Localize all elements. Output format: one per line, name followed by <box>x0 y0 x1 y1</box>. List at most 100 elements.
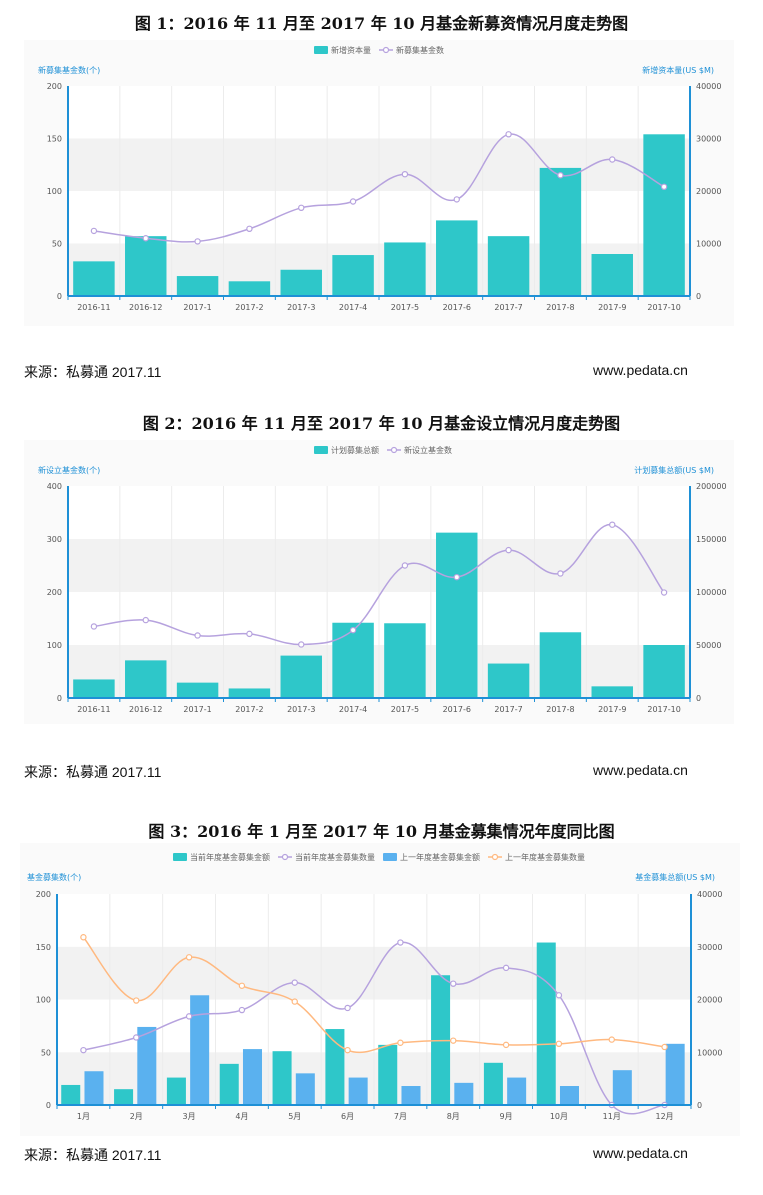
data-point-marker <box>555 992 563 999</box>
left-axis-title: 新设立基金数(个) <box>38 465 100 475</box>
data-point-marker <box>555 1040 563 1048</box>
x-tick-label: 2017-8 <box>546 705 574 714</box>
right-tick-label: 20000 <box>697 996 722 1005</box>
x-tick-label: 2017-7 <box>494 303 522 312</box>
bar <box>242 1049 262 1105</box>
x-tick-label: 2017-9 <box>598 705 626 714</box>
legend-label: 新募集基金数 <box>396 45 444 55</box>
data-point-marker <box>185 1013 193 1020</box>
x-tick-label: 1月 <box>77 1112 90 1121</box>
bar <box>401 1086 421 1105</box>
bar <box>487 236 530 296</box>
data-point-marker <box>246 630 253 638</box>
bar <box>591 686 633 698</box>
line-series <box>80 939 668 1115</box>
figure-3-title: 图 3：2016 年 1 月至 2017 年 10 月基金募集情况年度同比图 <box>148 822 615 841</box>
right-tick-label: 150000 <box>696 535 727 544</box>
bar <box>73 679 115 698</box>
data-point-marker <box>298 204 305 211</box>
data-point-marker <box>453 196 460 203</box>
right-tick-label: 0 <box>696 694 701 703</box>
left-tick-label: 200 <box>36 890 51 899</box>
left-tick-label: 100 <box>47 187 62 196</box>
left-tick-label: 50 <box>41 1048 51 1057</box>
bar <box>454 1082 474 1105</box>
figure-2-panel: 计划募集总额 新设立基金数 新设立基金数(个) 计划募集总额(US $M) 2016-1… <box>24 440 734 724</box>
bar <box>280 269 322 296</box>
data-point-marker <box>90 227 98 235</box>
data-point-marker <box>185 954 193 961</box>
legend-bar-swatch <box>314 446 328 454</box>
data-point-marker <box>133 1034 140 1041</box>
left-tick-label: 200 <box>47 588 62 597</box>
data-point-marker <box>80 934 87 941</box>
legend-marker-icon <box>281 853 289 861</box>
left-tick-label: 150 <box>47 135 62 144</box>
x-tick-label: 2017-10 <box>647 705 680 714</box>
right-tick-label: 50000 <box>696 641 721 650</box>
right-tick-label: 10000 <box>697 1048 722 1057</box>
x-tick-label: 2016-12 <box>129 705 162 714</box>
left-tick-label: 50 <box>52 240 62 249</box>
legend: 当前年度基金募集金额 当前年度基金募集数量 上一年度基金募集金额 上一年度基金募集数量 <box>173 852 585 862</box>
data-point-marker <box>660 183 668 190</box>
line-series <box>90 521 668 648</box>
data-point-marker <box>238 1006 246 1014</box>
figure-3-chart: 当前年度基金募集金额 当前年度基金募集数量 上一年度基金募集金额 上一年度基金募集数量… <box>27 852 722 1121</box>
figure-2-source: 来源：私募通 2017.11 <box>24 764 162 780</box>
left-tick-label: 200 <box>47 82 62 91</box>
bar <box>166 1077 186 1105</box>
bar <box>487 663 530 698</box>
bar <box>348 1077 368 1105</box>
x-tick-label: 2017-10 <box>647 303 680 312</box>
x-tick-label: 2017-2 <box>235 705 263 714</box>
left-tick-label: 300 <box>47 535 62 544</box>
data-point-marker <box>238 982 246 989</box>
bar <box>665 1043 685 1105</box>
legend-bar-swatch <box>173 853 187 861</box>
data-point-marker <box>246 225 253 232</box>
x-tick-label: 9月 <box>500 1112 513 1121</box>
x-tick-label: 2016-12 <box>129 303 162 312</box>
bar <box>114 1089 134 1105</box>
bar <box>483 1062 503 1105</box>
x-tick-label: 2017-9 <box>598 303 626 312</box>
left-tick-label: 100 <box>47 641 62 650</box>
x-tick-label: 2017-7 <box>494 705 522 714</box>
bar <box>612 1070 632 1105</box>
data-point-marker <box>661 1043 668 1051</box>
bar-series <box>73 532 685 698</box>
right-tick-label: 40000 <box>697 890 722 899</box>
figure-1-title: 图 1：2016 年 11 月至 2017 年 10 月基金新募资情况月度走势图 <box>134 14 629 33</box>
right-tick-label: 0 <box>697 1101 702 1110</box>
right-tick-label: 100000 <box>696 588 727 597</box>
left-tick-label: 0 <box>46 1101 51 1110</box>
legend-label: 上一年度基金募集金额 <box>400 852 480 862</box>
data-point-marker <box>453 573 460 581</box>
data-point-marker <box>90 623 98 630</box>
x-tick-label: 4月 <box>235 1112 248 1121</box>
data-point-marker <box>80 1046 87 1054</box>
x-tick-label: 2017-1 <box>183 303 211 312</box>
bar <box>84 1071 104 1105</box>
legend-label: 计划募集总额 <box>331 445 379 455</box>
bar <box>332 622 374 698</box>
bar <box>539 632 582 698</box>
figure-3-panel: 当前年度基金募集金额 当前年度基金募集数量 上一年度基金募集金额 上一年度基金募集数量… <box>20 843 740 1136</box>
bar <box>325 1029 345 1105</box>
legend-bar-swatch <box>314 46 328 54</box>
right-tick-label: 40000 <box>696 82 721 91</box>
bar <box>228 688 271 698</box>
left-tick-label: 0 <box>57 292 62 301</box>
figure-2-title: 图 2：2016 年 11 月至 2017 年 10 月基金设立情况月度走势图 <box>142 414 621 433</box>
legend-label: 当前年度基金募集金额 <box>190 852 270 862</box>
bar <box>61 1084 81 1105</box>
data-point-marker <box>298 641 305 648</box>
bar <box>125 236 167 296</box>
left-axis-title: 新募集基金数(个) <box>38 65 100 75</box>
x-tick-label: 7月 <box>394 1112 407 1121</box>
left-axis-title: 基金募集数(个) <box>27 872 81 882</box>
data-point-marker <box>401 562 409 569</box>
left-tick-label: 400 <box>47 482 62 491</box>
bar <box>643 645 685 698</box>
